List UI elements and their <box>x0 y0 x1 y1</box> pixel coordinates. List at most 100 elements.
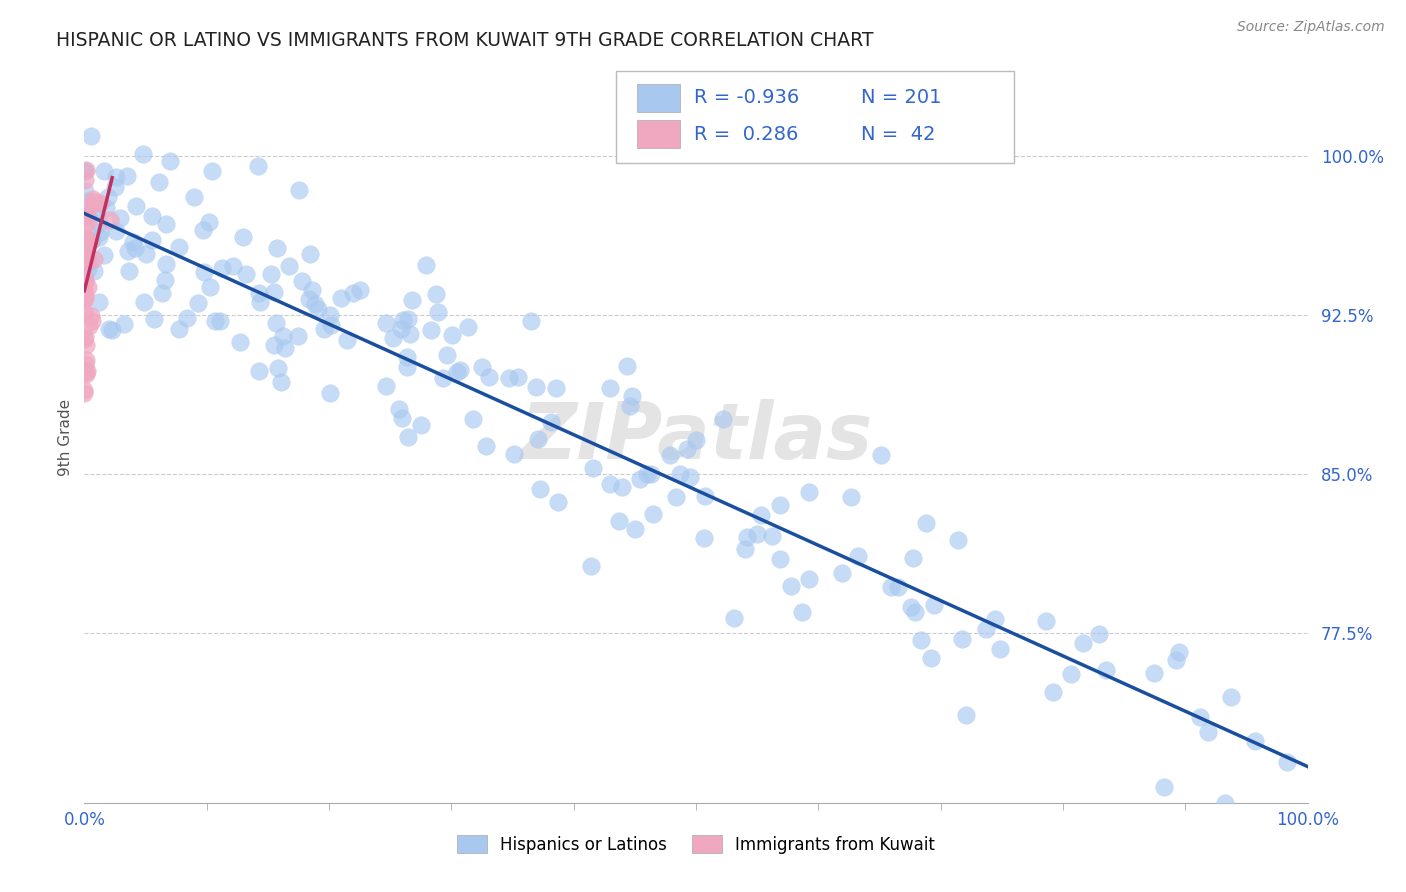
Point <box>382 331 405 345</box>
Point <box>797 572 820 586</box>
Point <box>122 235 145 250</box>
Point <box>974 622 997 636</box>
Point <box>314 322 336 336</box>
Point <box>1143 665 1166 680</box>
Point <box>76 215 98 229</box>
Point <box>143 312 166 326</box>
Point <box>301 283 323 297</box>
Text: Source: ZipAtlas.com: Source: ZipAtlas.com <box>1237 20 1385 34</box>
Point <box>288 182 311 196</box>
Point <box>920 651 942 665</box>
Point <box>73 219 96 234</box>
Point <box>831 566 853 581</box>
Point <box>401 293 423 307</box>
Point <box>264 316 287 330</box>
FancyBboxPatch shape <box>616 71 1014 163</box>
Point <box>89 229 111 244</box>
Point <box>277 259 299 273</box>
Point <box>506 369 529 384</box>
Point <box>73 282 96 296</box>
Point <box>298 292 321 306</box>
Point <box>76 254 98 268</box>
Y-axis label: 9th Grade: 9th Grade <box>58 399 73 475</box>
Point <box>82 192 104 206</box>
Point <box>839 490 862 504</box>
Point <box>259 267 281 281</box>
Point <box>75 241 97 255</box>
Point <box>73 287 96 301</box>
Point <box>117 169 139 184</box>
Point <box>457 320 479 334</box>
Point <box>75 338 97 352</box>
Point <box>93 248 115 262</box>
Point <box>619 400 641 414</box>
Point <box>287 329 309 343</box>
Point <box>271 329 294 343</box>
Point <box>526 432 548 446</box>
Point <box>291 274 314 288</box>
Point <box>449 363 471 377</box>
Point <box>169 322 191 336</box>
Point <box>83 194 105 209</box>
Point <box>249 295 271 310</box>
Point <box>201 163 224 178</box>
Point <box>547 495 569 509</box>
Point <box>124 241 146 255</box>
Point <box>478 370 501 384</box>
Point <box>73 275 96 289</box>
Point <box>73 252 96 266</box>
Text: N =  42: N = 42 <box>860 125 935 144</box>
Point <box>263 338 285 352</box>
Point <box>436 348 458 362</box>
Point <box>1035 614 1057 628</box>
Point <box>266 241 288 255</box>
Point <box>1095 663 1118 677</box>
Point <box>540 415 562 429</box>
Point <box>749 508 772 523</box>
Point <box>75 330 97 344</box>
Point <box>904 606 927 620</box>
Point <box>676 442 699 456</box>
Point <box>108 211 131 226</box>
Point <box>797 485 820 500</box>
Point <box>887 580 910 594</box>
Point <box>640 467 662 481</box>
Point <box>75 231 97 245</box>
Point <box>80 233 103 247</box>
Text: R =  0.286: R = 0.286 <box>693 125 797 144</box>
Point <box>73 305 96 319</box>
Point <box>82 314 104 328</box>
Point <box>73 383 96 397</box>
Point <box>79 255 101 269</box>
Point <box>83 264 105 278</box>
Point <box>1244 733 1267 747</box>
Point <box>76 208 98 222</box>
Point <box>398 326 420 341</box>
Point <box>299 246 322 260</box>
Point <box>723 611 745 625</box>
Point <box>98 213 121 227</box>
Point <box>76 232 98 246</box>
Bar <box>637 120 681 148</box>
Point <box>247 285 270 300</box>
Point <box>321 318 343 332</box>
Point <box>599 476 621 491</box>
Point <box>73 211 96 225</box>
Point <box>641 507 664 521</box>
Point <box>93 164 115 178</box>
Point <box>679 470 702 484</box>
Point <box>83 252 105 266</box>
Point <box>792 605 814 619</box>
Point <box>396 359 419 374</box>
Point <box>395 351 418 365</box>
Point <box>76 202 98 216</box>
Point <box>409 418 432 433</box>
Point <box>73 164 96 178</box>
Point <box>1088 627 1111 641</box>
Point <box>79 235 101 249</box>
Point <box>132 146 155 161</box>
Point <box>125 199 148 213</box>
Point <box>1071 636 1094 650</box>
Point <box>73 364 96 378</box>
Point <box>900 600 922 615</box>
